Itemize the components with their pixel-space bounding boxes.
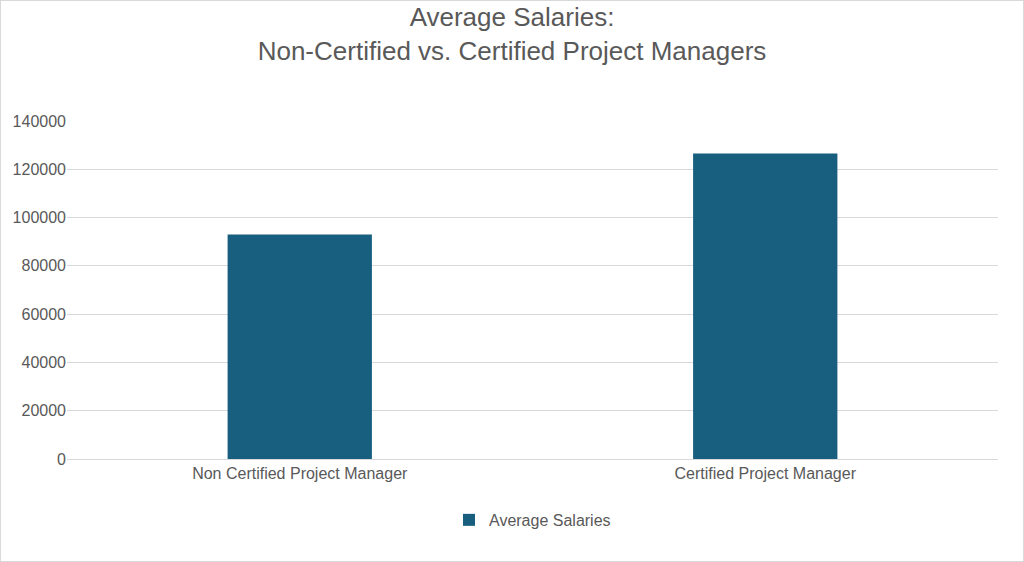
svg-text:0: 0: [57, 451, 66, 468]
svg-text:Average Salaries: Average Salaries: [489, 512, 611, 529]
svg-text:100000: 100000: [13, 209, 66, 226]
svg-text:20000: 20000: [22, 402, 67, 419]
svg-text:60000: 60000: [22, 306, 67, 323]
svg-text:Average Salaries:Non-Certified: Average Salaries:Non-Certified vs. Certi…: [258, 2, 767, 66]
svg-text:140000: 140000: [13, 113, 66, 130]
svg-text:Certified Project Manager: Certified Project Manager: [675, 465, 857, 482]
svg-text:80000: 80000: [22, 257, 67, 274]
svg-text:Non Certified Project Manager: Non Certified Project Manager: [192, 465, 408, 482]
svg-text:120000: 120000: [13, 161, 66, 178]
svg-text:40000: 40000: [22, 354, 67, 371]
